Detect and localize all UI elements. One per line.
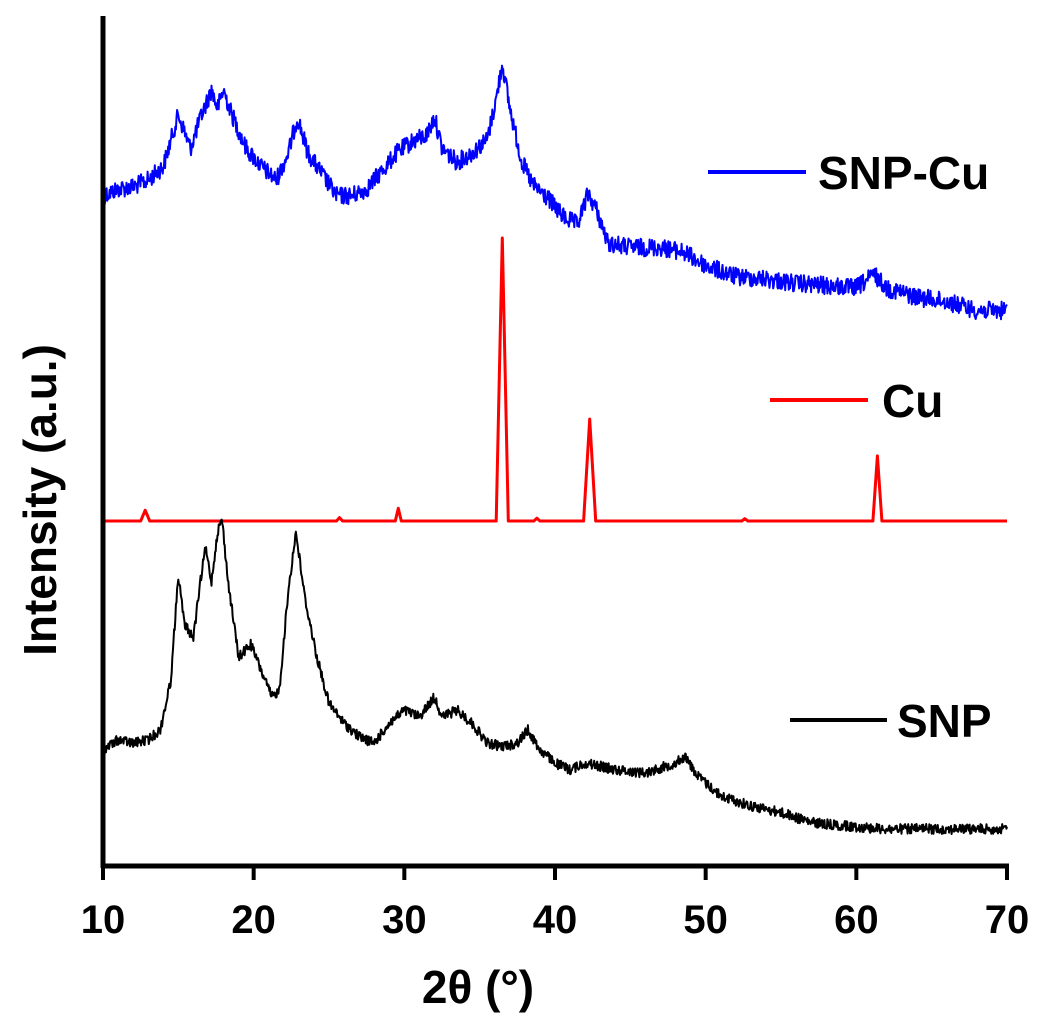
legend-label-snp-cu: SNP-Cu: [818, 147, 989, 199]
x-tick-label: 30: [382, 898, 427, 942]
x-tick-label: 70: [985, 898, 1030, 942]
series-line-snp-cu: [102, 64, 1008, 321]
series-line-snp: [102, 518, 1008, 835]
x-tick-label: 10: [81, 898, 126, 942]
legend-label-cu: Cu: [882, 375, 943, 427]
series-layer: [102, 64, 1008, 835]
x-tick-label: 50: [683, 898, 728, 942]
legend: SNP-Cu Cu SNP: [708, 147, 992, 747]
x-tick-label: 60: [834, 898, 879, 942]
x-tick-label: 20: [231, 898, 276, 942]
series-line-cu: [103, 236, 1007, 523]
plot-area: [102, 64, 1008, 835]
x-axis-label: 2θ (°): [422, 961, 534, 1013]
legend-label-snp: SNP: [897, 695, 992, 747]
x-tick-label: 40: [533, 898, 578, 942]
y-axis-label: Intensity (a.u.): [14, 344, 66, 656]
x-ticks: 10 20 30 40 50 60 70: [81, 866, 1030, 942]
